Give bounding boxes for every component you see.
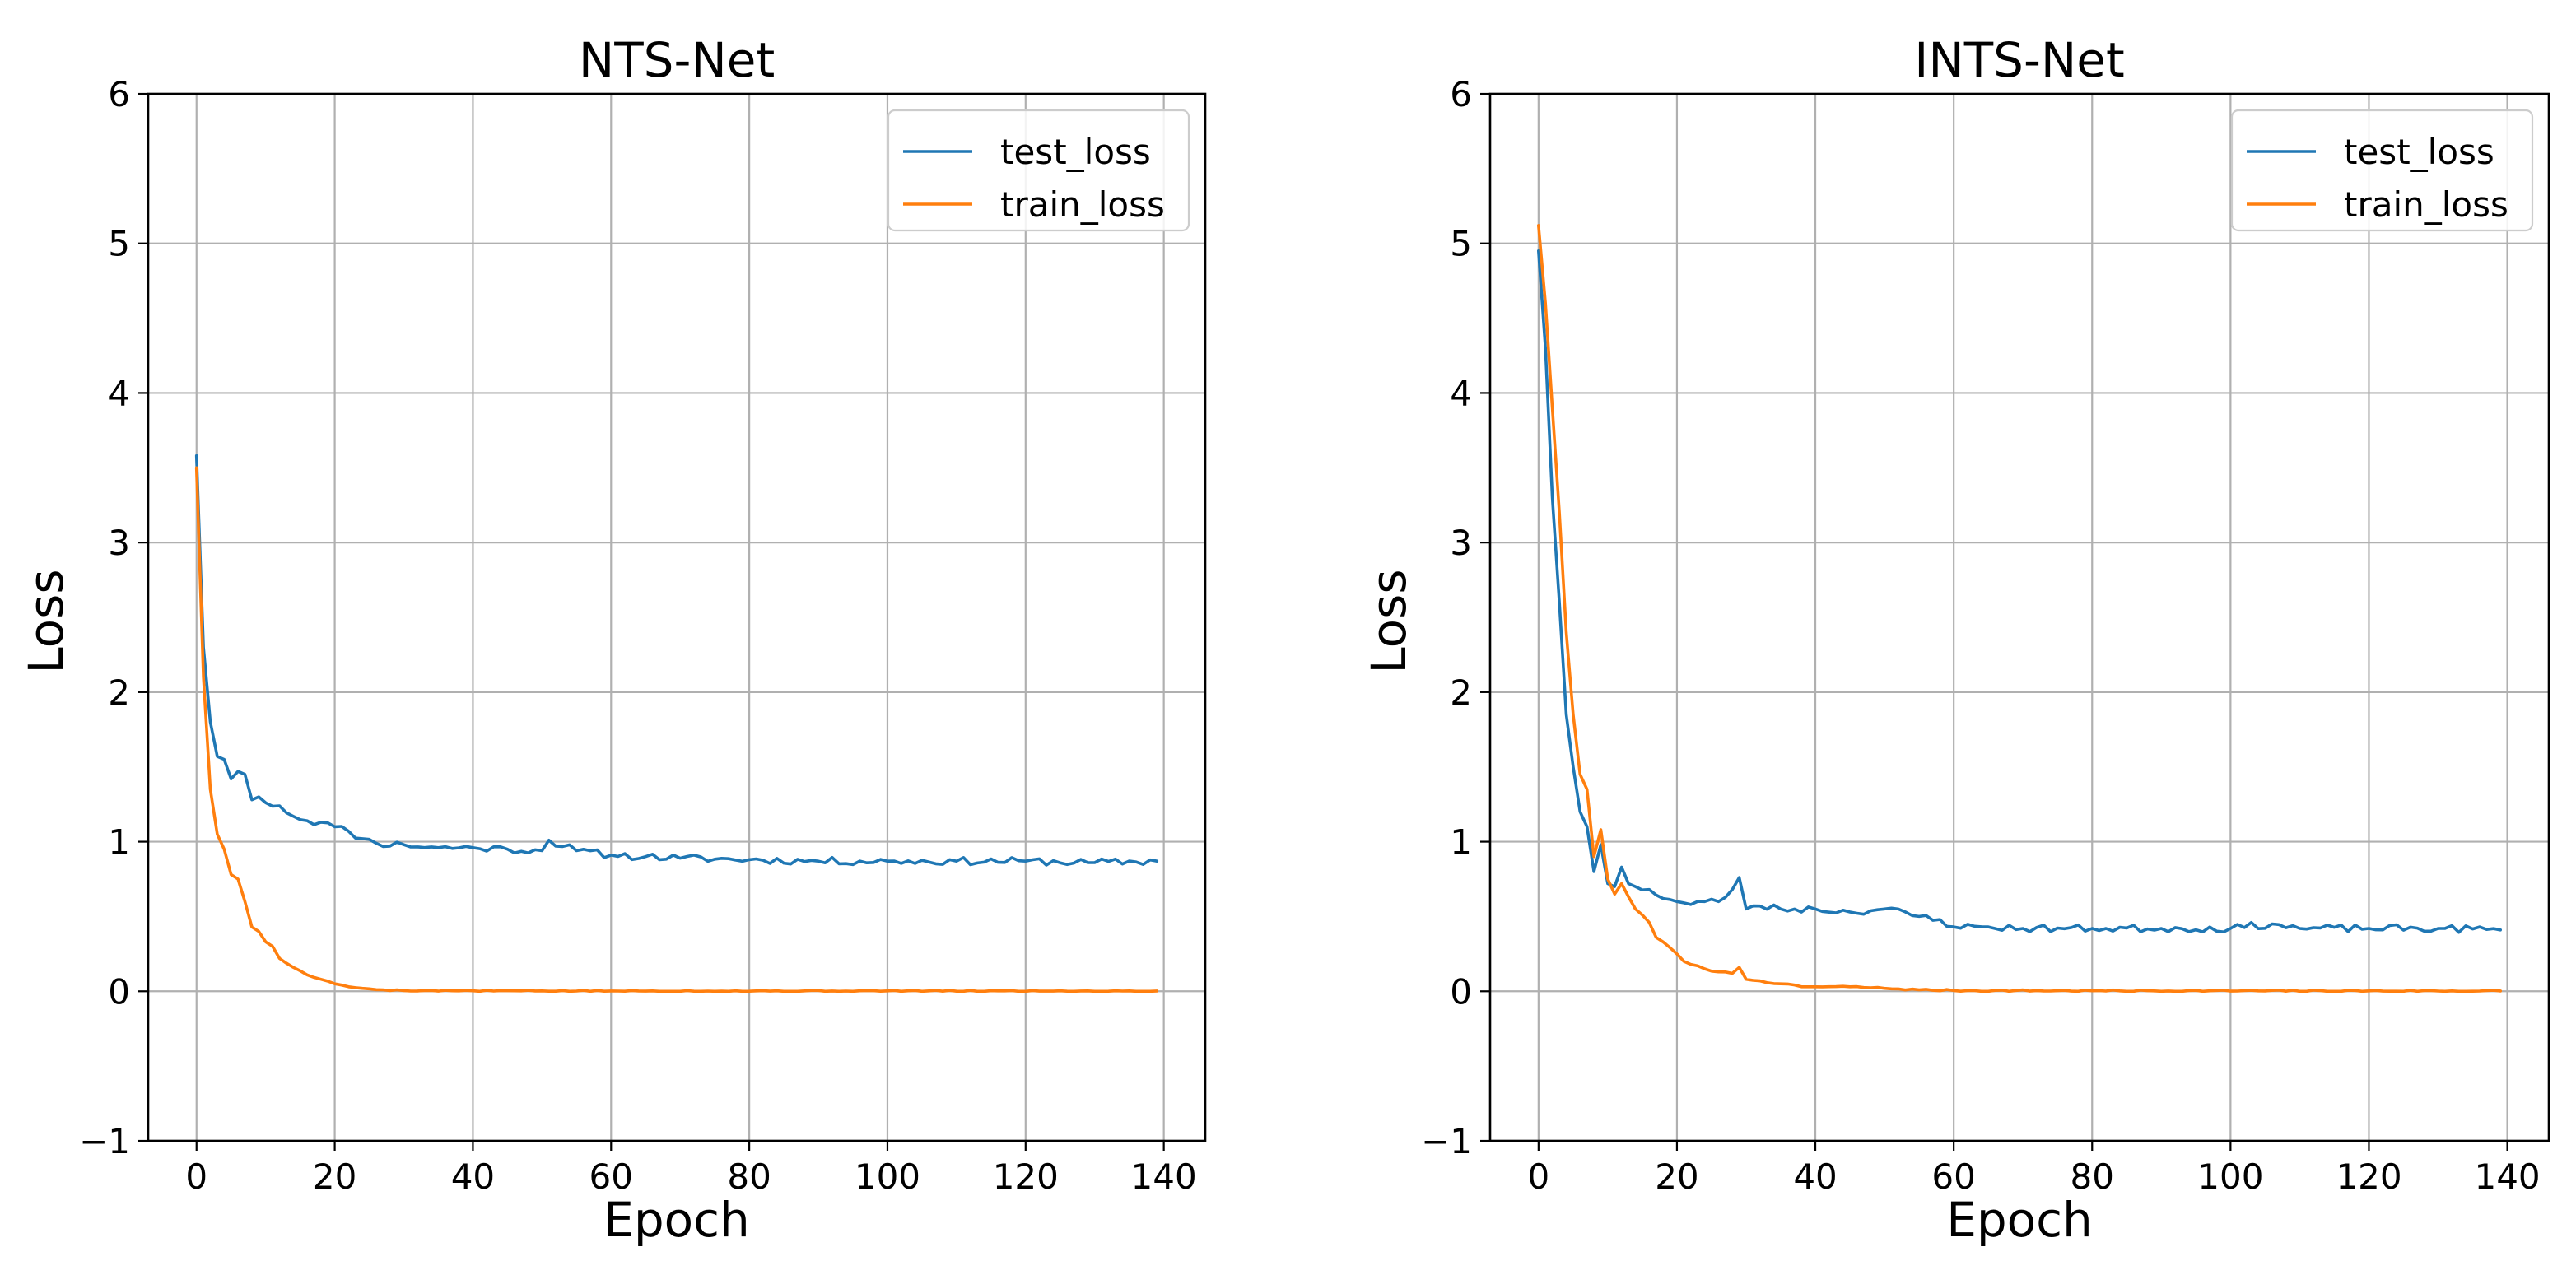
x-axis-label: Epoch [603,1192,750,1248]
legend: test_loss train_loss [887,109,1190,232]
y-tick-label: 3 [1450,523,1472,563]
series-group [1537,224,2502,993]
plot-frame [1488,92,2550,1142]
x-tick-label: 60 [1931,1156,1975,1197]
y-tick-label: 4 [108,373,130,413]
x-tick-label: 0 [185,1156,207,1197]
y-tick-label: 6 [108,74,130,114]
tick-group: 0 20 40 60 80 100 120 140 −1 0 1 2 3 4 5 6 [1421,74,2541,1197]
y-tick-label: −1 [1421,1121,1472,1161]
x-tick-label: 100 [855,1156,920,1197]
y-tick-label: 2 [108,672,130,713]
legend-label: train_loss [1000,184,1165,225]
x-tick-label: 0 [1527,1156,1549,1197]
series-line-train-loss [1537,224,2502,993]
y-tick-label: 5 [1450,224,1472,264]
x-tick-label: 80 [2071,1156,2114,1197]
x-tick-label: 20 [313,1156,356,1197]
legend-label: test_loss [1000,132,1151,172]
y-tick-label: 0 [108,971,130,1012]
x-tick-label: 60 [589,1156,633,1197]
panel-nts-net: NTS-Net Epoch Loss 0 20 40 60 80 100 120 140−10… [18,32,1207,1248]
y-axis-label: Loss [1361,569,1417,673]
plot-frame [147,92,1207,1142]
y-tick-label: 1 [108,822,130,863]
y-tick-label: 4 [1450,373,1472,413]
y-tick-label: 0 [1450,971,1472,1012]
y-tick-label: 2 [1450,672,1472,713]
x-tick-label: 80 [727,1156,771,1197]
chart-title: INTS-Net [1914,32,2124,88]
x-tick-label: 20 [1655,1156,1698,1197]
y-tick-label: −1 [79,1121,130,1161]
x-axis-label: Epoch [1946,1192,2093,1248]
legend: test_loss train_loss [2230,109,2534,232]
tick-group: 0 20 40 60 80 100 120 140 −1 0 1 2 3 4 5 6 [79,74,1197,1197]
y-tick-label: 5 [108,224,130,264]
x-tick-label: 40 [1793,1156,1837,1197]
legend-frame [887,109,1190,232]
legend-label: test_loss [2344,132,2494,172]
chart-title: NTS-Net [579,32,775,88]
y-axis-label: Loss [18,569,74,673]
x-tick-label: 40 [451,1156,495,1197]
series-line-test-loss [1537,249,2502,934]
series-line-train-loss [194,466,1159,993]
y-tick-label: 3 [108,523,130,563]
x-tick-label: 120 [993,1156,1059,1197]
legend-label: train_loss [2344,184,2508,225]
x-tick-label: 140 [1131,1156,1197,1197]
legend-frame [2230,109,2534,232]
series-group [194,454,1159,993]
series-line-test-loss [194,454,1159,867]
panel-ints-net: INTS-Net Epoch Loss 0 20 40 60 80 100 120 140−1… [1361,32,2550,1248]
x-tick-label: 100 [2197,1156,2263,1197]
y-tick-label: 6 [1450,74,1472,114]
x-tick-label: 140 [2474,1156,2540,1197]
y-tick-label: 1 [1450,822,1472,863]
x-tick-label: 120 [2336,1156,2401,1197]
